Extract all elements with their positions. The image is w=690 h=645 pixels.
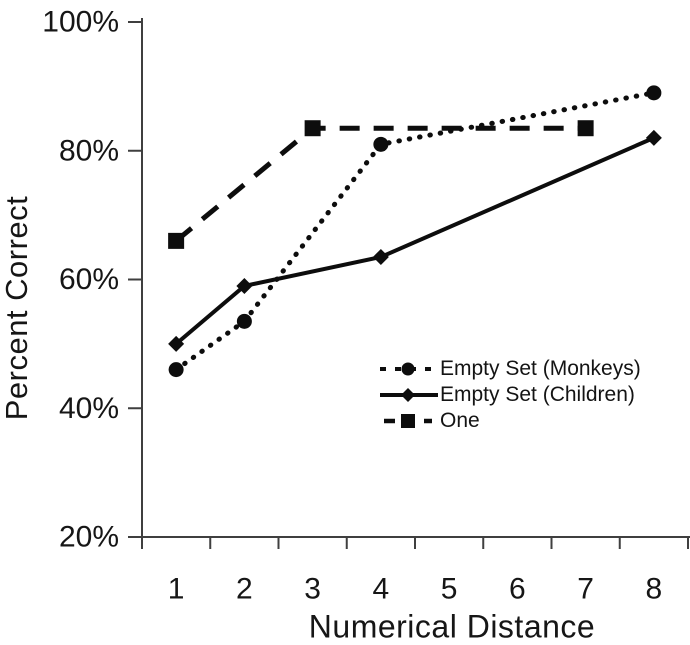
x-tick-label: 2 [236,573,253,606]
x-tick-label: 7 [577,573,594,606]
x-axis-title: Numerical Distance [308,608,596,645]
chart-legend: Empty Set (Monkeys) Empty Set (Children)… [378,356,641,433]
marker-diamond [236,277,253,294]
y-tick-label: 20% [59,521,119,554]
series-line-empty-set-monkeys- [173,90,657,373]
y-tick-label: 100% [42,6,119,39]
dashed-line-square-marker-icon [384,413,432,428]
x-tick-label: 4 [373,573,390,606]
solid-line-diamond-marker-icon [380,387,438,402]
marker-circle [373,136,389,152]
series-line-empty-set-children- [174,136,655,346]
legend-item-empty-set-monkeys: Empty Set (Monkeys) [378,356,641,381]
legend-item-one: One [378,408,641,433]
marker-square [304,120,321,137]
legend-item-empty-set-children: Empty Set (Children) [378,382,641,407]
marker-circle [168,362,184,378]
legend-label-monkeys: Empty Set (Monkeys) [440,356,641,380]
marker-square [168,232,185,249]
x-tick-label: 8 [646,573,663,606]
y-tick-label: 80% [59,134,119,167]
legend-label-one: One [440,408,480,432]
x-tick-label: 5 [441,573,458,606]
marker-circle [236,313,252,329]
y-axis-title: Percent Correct [0,195,34,421]
legend-label-children: Empty Set (Children) [440,382,635,406]
x-tick-label: 6 [509,573,526,606]
x-tick-label: 1 [168,573,185,606]
marker-diamond [168,335,185,352]
marker-diamond [645,129,662,146]
marker-circle [646,85,662,101]
marker-square [577,120,594,137]
y-tick-label: 60% [59,263,119,296]
y-tick-label: 40% [59,392,119,425]
x-tick-label: 3 [304,573,321,606]
dotted-line-circle-marker-icon [380,362,436,375]
marker-diamond [372,248,389,265]
